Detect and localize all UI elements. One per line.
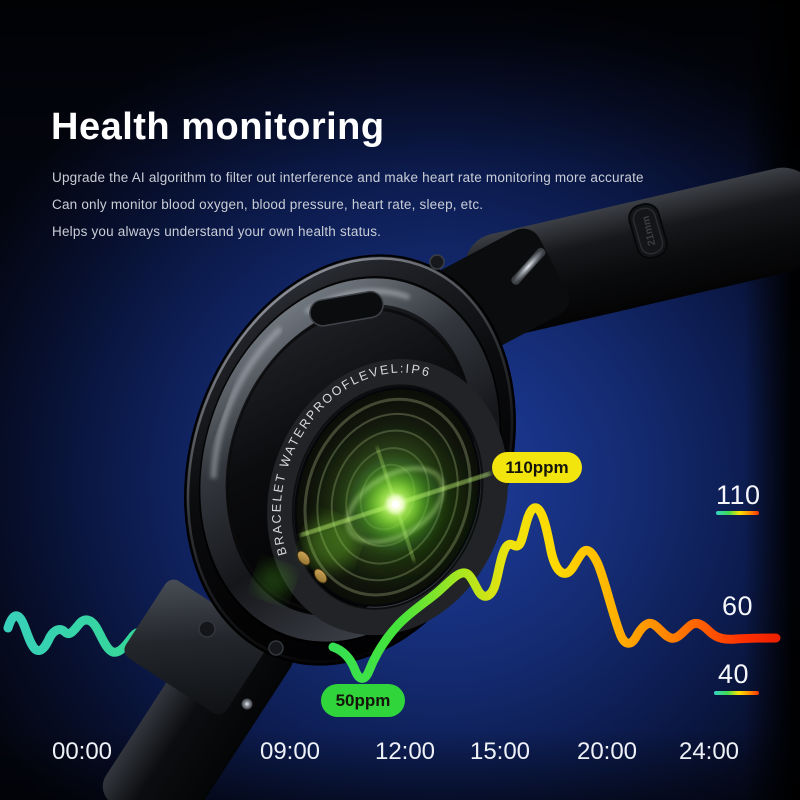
lug-bump — [268, 640, 284, 656]
x-axis-label: 24:00 — [678, 738, 740, 765]
description-line: Helps you always understand your own hea… — [52, 224, 382, 239]
x-axis-label: 20:00 — [576, 738, 638, 765]
x-axis-label: 12:00 — [374, 738, 436, 765]
strap-pin — [241, 698, 253, 710]
lug-bump — [198, 620, 216, 638]
strap-size-tag: 21mm — [628, 202, 668, 260]
annotation-badge-50ppm: 50ppm — [321, 684, 405, 717]
x-axis-label: 15:00 — [469, 738, 531, 765]
charging-contacts — [296, 550, 328, 584]
rainbow-underline — [716, 511, 759, 515]
engraving-band — [267, 359, 509, 636]
description-line: Can only monitor blood oxygen, blood pre… — [52, 197, 484, 212]
y-axis-label-110: 110 — [716, 480, 761, 510]
spring-bar — [511, 247, 546, 285]
rainbow-underline — [714, 691, 759, 695]
description-line: Upgrade the AI algorithm to filter out i… — [52, 170, 644, 185]
page-title: Health monitoring — [51, 106, 385, 148]
heart-rate-wave-main — [328, 503, 781, 683]
lug-screw — [429, 254, 445, 270]
strap-clasp — [124, 579, 268, 715]
y-axis-label-60: 60 — [722, 591, 754, 621]
x-axis-label: 00:00 — [51, 738, 113, 765]
heart-rate-wave-left — [3, 611, 153, 657]
y-axis-label-40: 40 — [718, 659, 750, 689]
annotation-badge-110ppm: 110ppm — [492, 452, 582, 483]
watch-back: BRACELET WATERPROOFLEVEL:IP67 MADE IN CH… — [0, 0, 555, 666]
x-axis-label: 09:00 — [259, 738, 321, 765]
watch-side-button — [309, 290, 384, 327]
